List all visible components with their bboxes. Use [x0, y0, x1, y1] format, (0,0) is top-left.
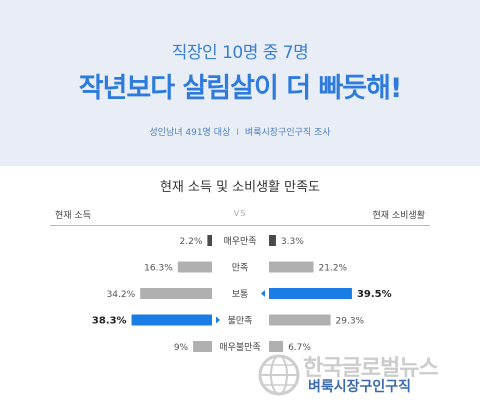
right-value-label: 3.3% [281, 237, 304, 247]
right-bar [269, 288, 352, 299]
globe-logo-icon [258, 354, 300, 396]
left-value-label: 9% [174, 343, 189, 353]
watermark-sub: 벼룩시장구인구직 [308, 379, 412, 395]
right-value-label: 21.2% [319, 264, 348, 274]
left-bar [131, 314, 212, 326]
chart-title: 현재 소득 및 소비생활 만족도 [159, 180, 321, 195]
left-bar [140, 288, 212, 299]
left-value-label: 34.2% [107, 290, 136, 300]
category-label: 매우만족 [223, 236, 256, 247]
survey-organization: 벼룩시장구인구직 조사 [244, 128, 331, 138]
left-bar [177, 261, 212, 273]
highlight-arrow-icon [261, 290, 265, 297]
right-value-label: 39.5% [357, 289, 392, 300]
news-watermark: 한국글로벌뉴스 벼룩시장구인구직 [248, 346, 480, 408]
left-bar [207, 235, 212, 246]
headline-subtitle: 직장인 10명 중 7명 [171, 43, 309, 63]
survey-source: 성인남녀 491명 대상 I 벼룩시장구인구직 조사 [0, 125, 480, 138]
category-label: 매우불만족 [219, 342, 260, 353]
right-value-label: 29.3% [336, 317, 365, 327]
right-value-label: 6.7% [288, 343, 311, 353]
header-divider [50, 225, 430, 226]
headline-title: 작년보다 살림살이 더 빠듯해! [78, 73, 403, 104]
left-value-label: 2.2% [180, 237, 203, 247]
right-bar [269, 314, 331, 326]
left-value-label: 38.3% [92, 316, 127, 327]
vs-label: VS [233, 209, 247, 218]
right-column-label: 현재 소비생활 [372, 211, 425, 221]
left-column-label: 현재 소득 [55, 211, 91, 221]
left-value-label: 16.3% [144, 264, 173, 274]
highlight-arrow-icon [216, 316, 220, 324]
right-bar [269, 341, 284, 352]
right-bar [269, 261, 314, 273]
category-label: 불만족 [228, 316, 253, 327]
right-bar [269, 235, 276, 246]
left-bar [193, 341, 212, 352]
survey-sample: 성인남녀 491명 대상 [149, 128, 231, 138]
source-separator: I [236, 128, 239, 138]
category-label: 보통 [232, 289, 249, 300]
category-label: 만족 [232, 263, 249, 274]
watermark-name: 한국글로벌뉴스 [303, 356, 439, 381]
header-banner: 직장인 10명 중 7명 작년보다 살림살이 더 빠듯해! 성인남녀 491명 … [0, 0, 480, 166]
